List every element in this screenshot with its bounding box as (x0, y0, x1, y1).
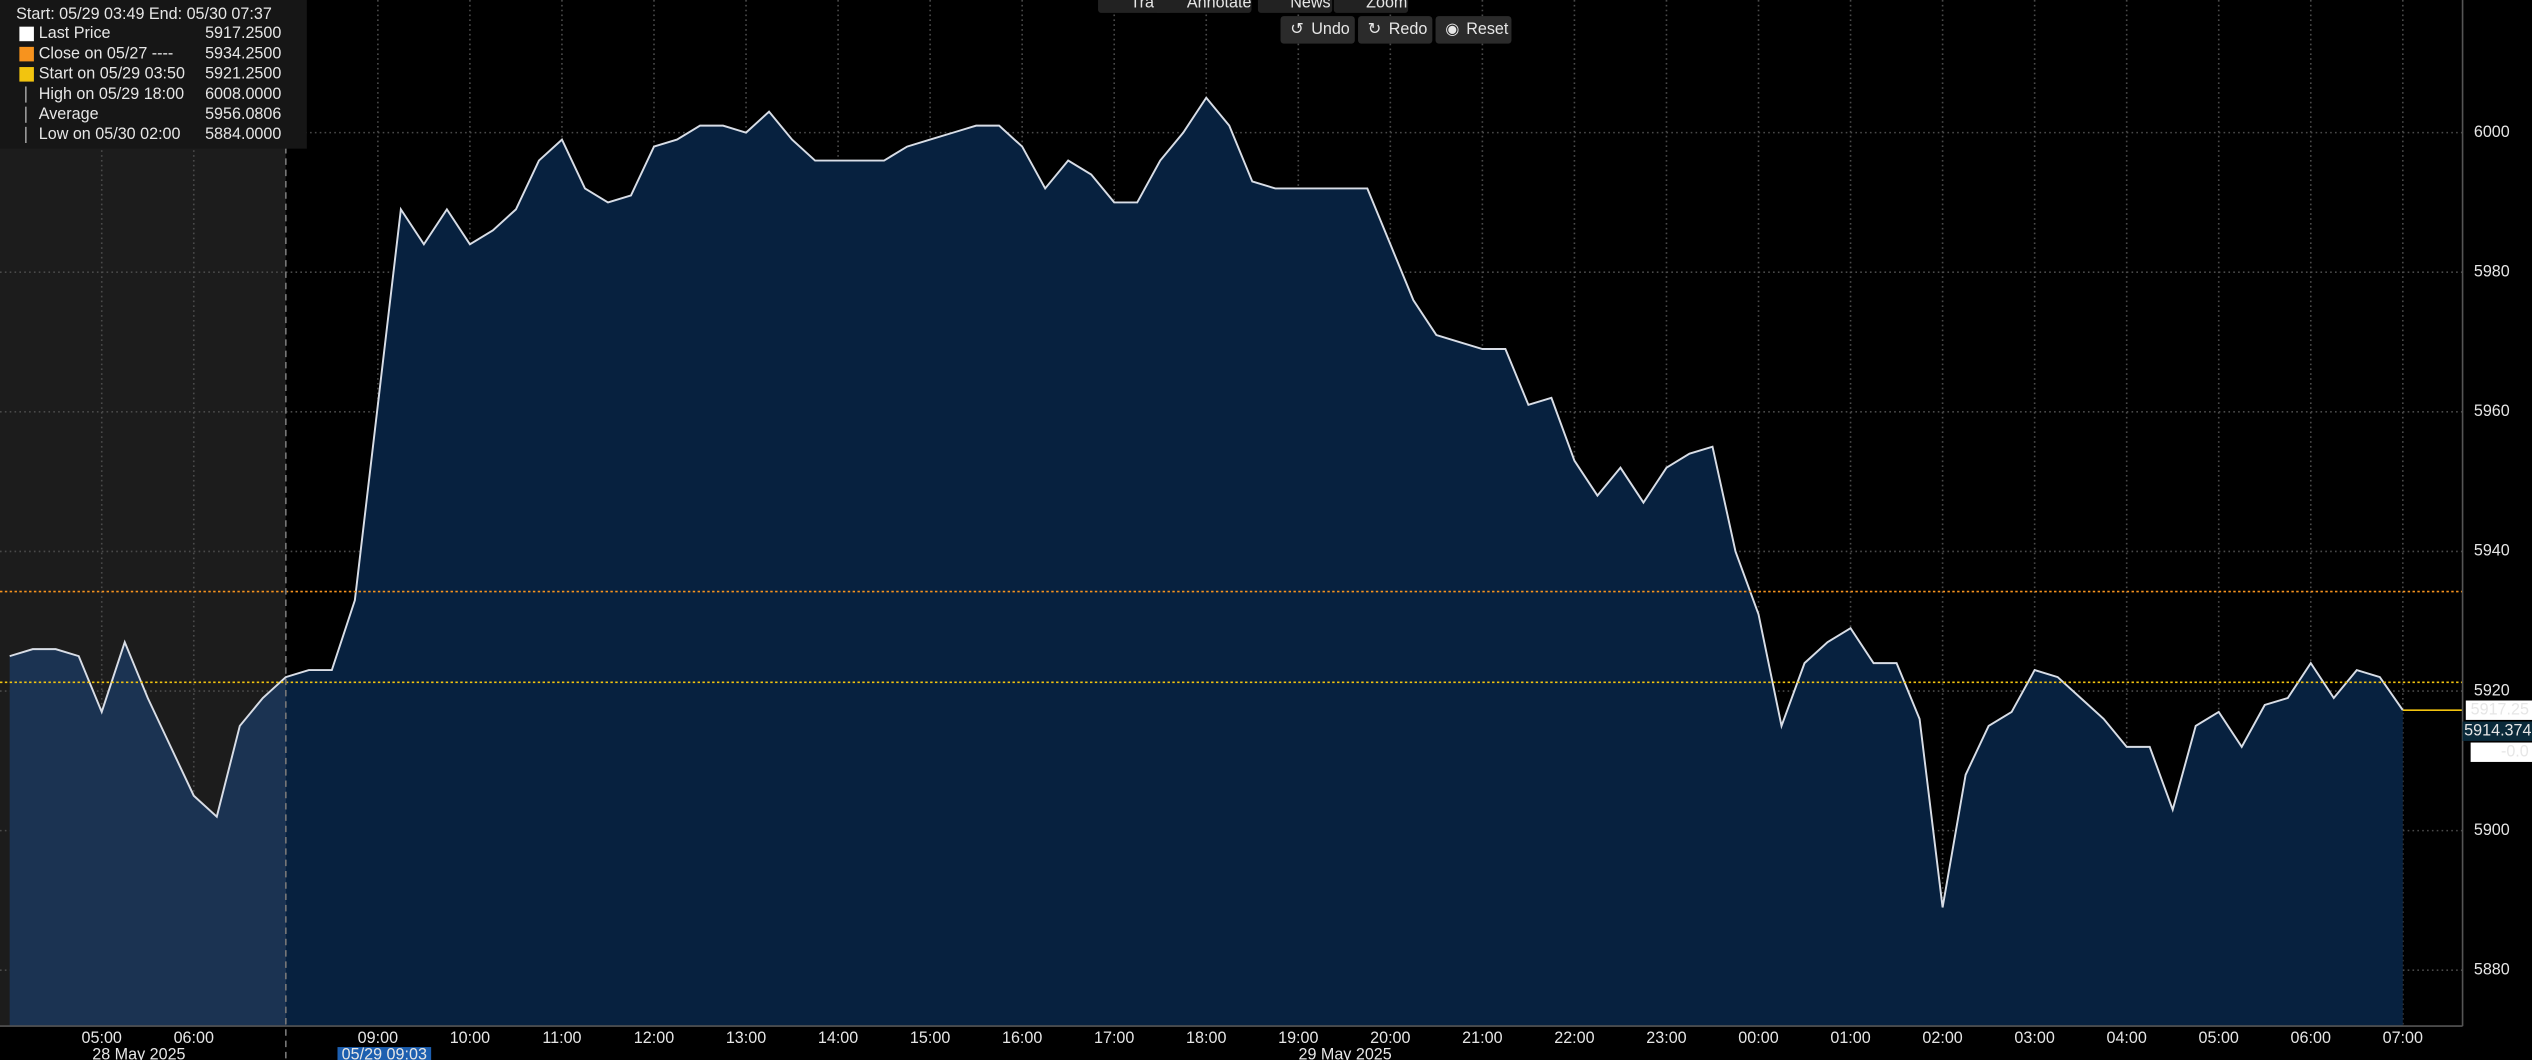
x-tick-label: 19:00 (1278, 1029, 1318, 1047)
x-tick-label: 15:00 (910, 1029, 950, 1047)
x-tick-label: 13:00 (726, 1029, 766, 1047)
x-tick-label: 02:00 (1922, 1029, 1962, 1047)
tool-button[interactable] (1098, 0, 1173, 13)
date-cursor-label: 05/29 09:03 (342, 1045, 427, 1060)
x-tick-label: 09:00 (358, 1029, 398, 1047)
tool-label[interactable]: Track (1130, 0, 1171, 12)
x-tick-label: 17:00 (1094, 1029, 1134, 1047)
x-tick-label: 07:00 (2383, 1029, 2423, 1047)
legend-value: 5921.2500 (205, 65, 281, 83)
y-tick-label: 6000 (2474, 123, 2510, 141)
legend-swatch (19, 26, 34, 42)
change-label: -0.0 (2501, 742, 2529, 760)
tool-label[interactable]: Annotate (1187, 0, 1252, 12)
legend-swatch (19, 46, 34, 62)
date-label: 28 May 2025 (92, 1045, 185, 1060)
action-label[interactable]: Redo (1389, 20, 1428, 38)
x-tick-label: 06:00 (174, 1029, 214, 1047)
plot-area (0, 0, 2463, 1027)
last-price-box (2465, 700, 2532, 720)
x-tick-label: 05:00 (82, 1029, 122, 1047)
action-label[interactable]: Reset (1466, 20, 1509, 38)
legend-label: Last Price (39, 24, 111, 42)
x-tick-label: 14:00 (818, 1029, 858, 1047)
x-tick-label: 21:00 (1462, 1029, 1502, 1047)
legend-value: 5884.0000 (205, 125, 281, 143)
date-label: 29 May 2025 (1298, 1045, 1391, 1060)
y-tick-label: 5960 (2474, 402, 2510, 420)
legend-label: Close on 05/27 ---- (39, 44, 174, 62)
legend-swatch (19, 67, 34, 82)
action-button[interactable] (1358, 16, 1433, 44)
last-price-label: 5917.25 (2471, 700, 2529, 718)
action-button[interactable] (1280, 16, 1355, 44)
action-button[interactable] (1435, 16, 1512, 44)
change-box (2470, 742, 2532, 762)
y-tick-label: 5920 (2474, 681, 2510, 699)
action-icon: ↻ (1368, 20, 1382, 38)
y-tick-label: 5980 (2474, 262, 2510, 280)
tool-label[interactable]: News (1290, 0, 1330, 12)
legend-value: 5956.0806 (205, 105, 281, 123)
legend-background (0, 0, 307, 149)
legend-label: Start on 05/29 03:50 (39, 65, 185, 83)
price-line (9, 96, 2404, 908)
x-tick-label: 03:00 (2014, 1029, 2054, 1047)
y-tick-label: 5880 (2474, 960, 2510, 978)
average-price-label: 5914.3749 (2464, 721, 2532, 739)
tool-button[interactable] (1257, 0, 1333, 13)
legend-value: 6008.0000 (205, 85, 281, 103)
x-tick-label: 12:00 (634, 1029, 674, 1047)
x-tick-label: 06:00 (2291, 1029, 2331, 1047)
action-icon: ◉ (1445, 20, 1459, 38)
x-tick-label: 16:00 (1002, 1029, 1042, 1047)
x-tick-label: 20:00 (1370, 1029, 1410, 1047)
legend: Start: 05/29 03:49 End: 05/30 07:37Last … (0, 0, 307, 149)
legend-label: Average (39, 105, 99, 123)
legend-label: Low on 05/30 02:00 (39, 125, 181, 143)
x-tick-label: 11:00 (542, 1029, 581, 1047)
action-label[interactable]: Undo (1311, 20, 1350, 38)
tool-button[interactable] (1333, 0, 1409, 13)
x-tick-label: 00:00 (1738, 1029, 1778, 1047)
price-area (9, 97, 2403, 1027)
y-tick-label: 5900 (2474, 821, 2510, 839)
legend-value: 5934.2500 (205, 44, 281, 62)
legend-label: High on 05/29 18:00 (39, 85, 184, 103)
x-tick-label: 04:00 (2106, 1029, 2146, 1047)
tool-button[interactable] (1154, 0, 1252, 13)
legend-range: Start: 05/29 03:49 End: 05/30 07:37 (16, 5, 272, 23)
x-tick-label: 05:00 (2199, 1029, 2239, 1047)
x-tick-label: 01:00 (1830, 1029, 1870, 1047)
x-tick-label: 23:00 (1646, 1029, 1686, 1047)
tool-label[interactable]: Zoom (1366, 0, 1407, 12)
y-tick-label: 5940 (2474, 542, 2510, 560)
x-tick-label: 18:00 (1186, 1029, 1226, 1047)
x-tick-label: 22:00 (1554, 1029, 1594, 1047)
date-cursor-box (337, 1047, 432, 1060)
legend-value: 5917.2500 (205, 24, 281, 42)
average-price-box (2462, 721, 2532, 741)
x-tick-label: 10:00 (450, 1029, 490, 1047)
action-icon: ↺ (1290, 20, 1304, 38)
